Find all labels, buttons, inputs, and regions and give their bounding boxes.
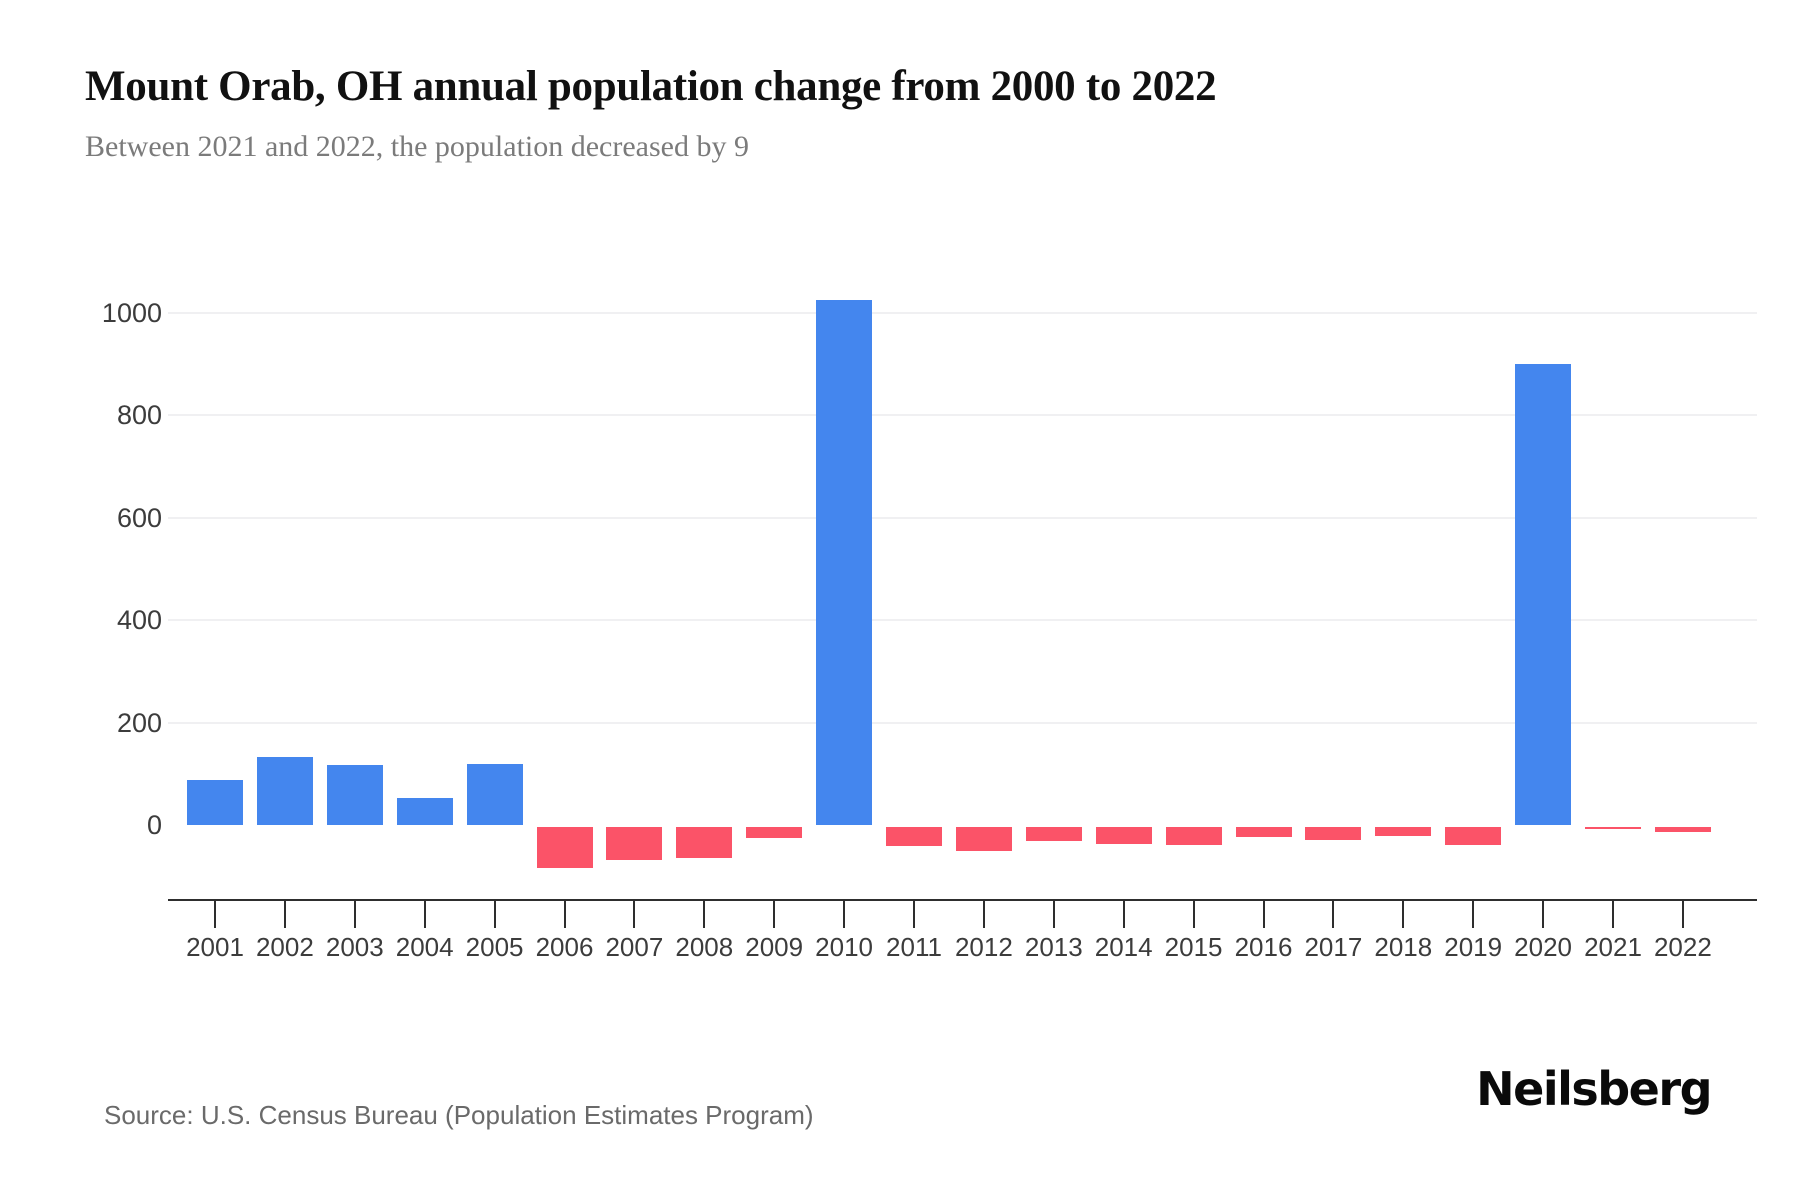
x-tick-label-2018: 2018 (1374, 932, 1433, 962)
bar-2010 (816, 300, 873, 825)
x-tick-2011 (913, 900, 915, 928)
x-tick-2008 (703, 900, 706, 928)
x-tick-label-2001: 2001 (186, 932, 244, 962)
x-axis-line (168, 899, 1757, 901)
x-tick-label-2021: 2021 (1584, 932, 1642, 962)
x-tick-label-2006: 2006 (535, 932, 594, 962)
bar-2008 (676, 827, 733, 858)
x-tick-label-2014: 2014 (1094, 932, 1153, 962)
x-tick-2014 (1122, 900, 1125, 928)
x-tick-2017 (1332, 900, 1335, 928)
x-tick-2009 (773, 900, 776, 928)
x-tick-label-2009: 2009 (745, 932, 804, 962)
x-tick-label-2020: 2020 (1514, 932, 1573, 962)
neilsberg-logo: Neilsberg (1476, 1062, 1712, 1116)
x-tick-2013 (1052, 900, 1055, 928)
x-tick-2016 (1262, 900, 1265, 928)
gridline-800 (168, 414, 1757, 417)
x-tick-label-2015: 2015 (1164, 932, 1223, 962)
bar-2011 (886, 827, 942, 846)
x-tick-2015 (1192, 900, 1195, 928)
x-tick-2022 (1681, 900, 1684, 928)
x-tick-label-2022: 2022 (1653, 932, 1712, 962)
x-tick-label-2019: 2019 (1444, 932, 1503, 962)
x-tick-2003 (353, 900, 356, 928)
x-tick-2021 (1612, 900, 1614, 928)
bar-2009 (746, 827, 803, 839)
x-tick-label-2011: 2011 (886, 932, 942, 962)
x-tick-2010 (843, 900, 846, 928)
x-tick-label-2004: 2004 (395, 932, 454, 962)
bar-2005 (466, 763, 523, 825)
bar-2017 (1305, 827, 1362, 840)
y-tick-label-600: 600 (116, 502, 162, 533)
bar-2003 (326, 765, 383, 825)
bar-2012 (955, 827, 1012, 852)
x-tick-label-2017: 2017 (1304, 932, 1363, 962)
y-tick-label-800: 800 (116, 400, 162, 431)
x-tick-label-2003: 2003 (325, 932, 384, 962)
x-tick-label-2016: 2016 (1234, 932, 1293, 962)
bar-2007 (606, 827, 663, 860)
x-tick-2007 (633, 900, 636, 928)
gridline-600 (168, 516, 1757, 519)
chart-subtitle: Between 2021 and 2022, the population de… (85, 130, 749, 163)
x-tick-2012 (982, 900, 985, 928)
bar-2016 (1235, 827, 1292, 837)
bar-2021 (1585, 827, 1641, 829)
y-tick-label-200: 200 (116, 707, 162, 738)
bar-2018 (1375, 827, 1432, 836)
x-tick-label-2013: 2013 (1024, 932, 1083, 962)
y-tick-label-0: 0 (146, 810, 162, 840)
y-tick-label-1000: 1000 (101, 298, 162, 328)
x-tick-label-2010: 2010 (815, 932, 874, 962)
bar-2001 (187, 780, 243, 825)
x-tick-2020 (1542, 900, 1545, 928)
x-tick-2018 (1402, 900, 1405, 928)
x-tick-2005 (493, 900, 496, 928)
x-tick-label-2008: 2008 (675, 932, 734, 962)
bar-2013 (1025, 827, 1082, 841)
x-tick-label-2005: 2005 (465, 932, 524, 962)
gridline-200 (168, 721, 1757, 724)
source-note: Source: U.S. Census Bureau (Population E… (104, 1100, 814, 1130)
bar-2002 (256, 756, 313, 825)
bar-2014 (1095, 827, 1152, 844)
x-tick-label-2012: 2012 (954, 932, 1013, 962)
x-tick-2004 (423, 900, 426, 928)
x-tick-2006 (563, 900, 566, 928)
y-tick-label-400: 400 (116, 605, 162, 636)
gridline-400 (168, 619, 1757, 622)
bar-2020 (1515, 364, 1572, 825)
bar-2006 (536, 827, 593, 868)
bar-2022 (1654, 827, 1711, 832)
x-tick-label-2002: 2002 (255, 932, 314, 962)
chart-title: Mount Orab, OH annual population change … (85, 63, 1217, 110)
bar-2019 (1445, 827, 1502, 845)
bar-2004 (396, 797, 453, 825)
x-tick-2002 (283, 900, 286, 928)
bar-2015 (1165, 827, 1222, 845)
gridline-1000 (168, 312, 1757, 314)
x-tick-2001 (214, 900, 216, 928)
x-tick-2019 (1472, 900, 1475, 928)
x-tick-label-2007: 2007 (605, 932, 664, 962)
